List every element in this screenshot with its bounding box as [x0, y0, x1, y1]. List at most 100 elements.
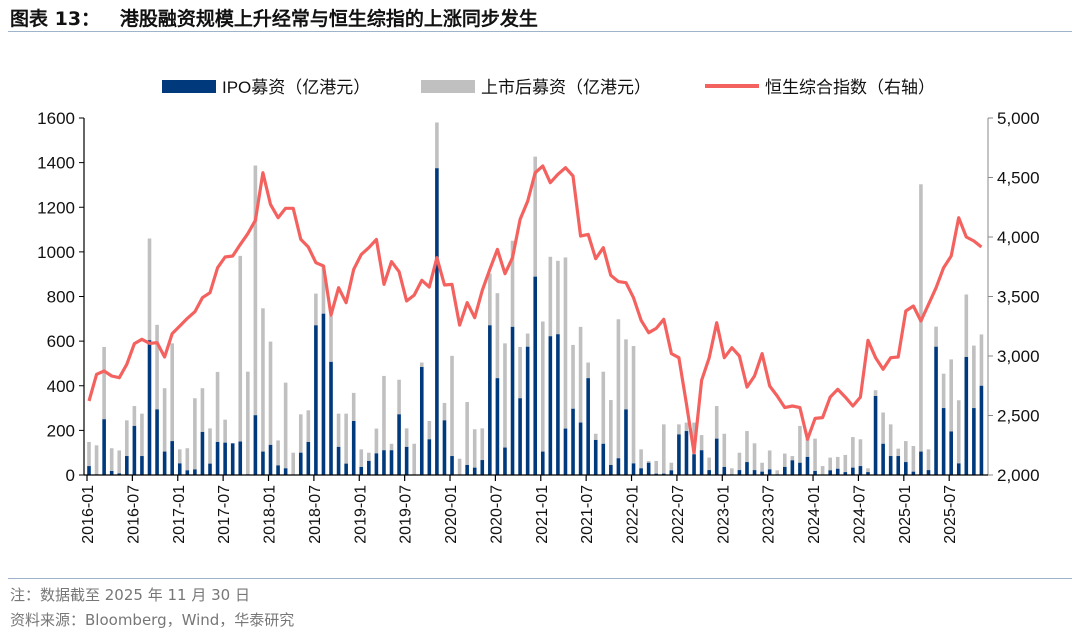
x-tick-label: 2016-01 — [80, 485, 97, 544]
right-tick-label: 5,000 — [997, 109, 1040, 128]
bar-post-listing — [533, 156, 538, 277]
bar-ipo — [488, 325, 492, 475]
bar-post-listing — [661, 424, 666, 474]
bar-post-listing — [646, 460, 651, 463]
bar-post-listing — [790, 456, 795, 461]
bar-ipo — [185, 470, 190, 475]
bar-ipo — [828, 470, 832, 475]
left-tick-label: 200 — [47, 421, 75, 440]
bar-post-listing — [949, 359, 953, 432]
bar-ipo — [87, 466, 91, 475]
bar-ipo — [949, 431, 953, 475]
bar-ipo — [851, 467, 855, 475]
legend-label: IPO募资（亿港元） — [222, 78, 370, 97]
bar-ipo — [367, 460, 371, 475]
bar-ipo — [495, 378, 500, 475]
bar-post-listing — [631, 346, 636, 464]
bar-ipo — [548, 336, 553, 475]
bar-post-listing — [268, 341, 273, 445]
legend-label: 恒生综合指数（右轴） — [765, 78, 935, 97]
bar-post-listing — [964, 294, 969, 357]
bar-ipo — [200, 431, 205, 475]
bar-ipo — [465, 464, 469, 475]
bar-post-listing — [480, 428, 485, 461]
bar-ipo — [843, 472, 848, 475]
bar-ipo — [964, 356, 969, 475]
left-tick-label: 1000 — [37, 243, 75, 262]
bar-ipo — [737, 470, 742, 475]
bar-ipo — [956, 463, 961, 475]
bar-post-listing — [472, 429, 477, 468]
bar-post-listing — [200, 388, 205, 432]
bar-ipo — [215, 441, 220, 475]
bar-ipo — [261, 451, 265, 475]
bar-post-listing — [609, 400, 613, 465]
bar-ipo — [329, 361, 333, 475]
bar-ipo — [578, 422, 583, 475]
bar-ipo — [926, 470, 931, 475]
bar-post-listing — [888, 424, 893, 457]
bar-ipo — [525, 346, 530, 475]
right-tick-label: 3,500 — [997, 288, 1040, 307]
bar-ipo — [253, 415, 258, 475]
bar-post-listing — [654, 460, 659, 474]
bar-post-listing — [571, 344, 575, 409]
bar-post-listing — [465, 402, 469, 465]
bar-ipo — [707, 470, 711, 475]
right-tick-label: 2,000 — [997, 466, 1040, 485]
bar-ipo — [374, 453, 379, 475]
bar-post-listing — [934, 326, 938, 347]
bar-post-listing — [835, 456, 840, 469]
bar-ipo — [193, 469, 197, 475]
bar-post-listing — [563, 257, 568, 429]
x-tick-label: 2022-07 — [670, 485, 687, 544]
bar-post-listing — [904, 441, 908, 463]
bar-ipo — [609, 464, 613, 475]
bar-ipo — [835, 468, 840, 475]
bar-post-listing — [412, 443, 417, 475]
bar-ipo — [238, 441, 243, 475]
bar-post-listing — [495, 293, 500, 379]
x-tick-label: 2025-01 — [897, 485, 914, 544]
right-tick-label: 2,500 — [997, 407, 1040, 426]
bar-ipo — [699, 450, 704, 475]
bar-post-listing — [238, 255, 243, 442]
bar-ipo — [276, 465, 280, 475]
bar-post-listing — [87, 441, 91, 467]
bar-ipo — [722, 466, 727, 475]
bar-post-listing — [737, 452, 742, 471]
bar-post-listing — [261, 308, 265, 452]
bar-ipo — [760, 471, 764, 475]
bar-ipo — [654, 473, 659, 475]
footer-divider — [8, 578, 1072, 579]
bar-ipo — [177, 463, 182, 475]
bar-ipo — [109, 470, 114, 475]
bar-ipo — [798, 462, 802, 475]
bar-ipo — [896, 456, 901, 475]
bar-ipo — [419, 367, 424, 475]
bar-ipo — [306, 441, 311, 475]
bar-post-listing — [752, 443, 757, 471]
bar-post-listing — [291, 452, 296, 475]
bar-ipo — [813, 470, 817, 475]
bar-ipo — [669, 470, 674, 475]
x-tick-label: 2023-01 — [715, 485, 732, 544]
legend-label: 上市后募资（亿港元） — [481, 78, 651, 97]
bar-post-listing — [457, 458, 462, 475]
bar-post-listing — [117, 450, 122, 474]
bar-post-listing — [102, 346, 106, 420]
bars — [87, 122, 984, 475]
bar-post-listing — [314, 293, 318, 326]
x-tick-label: 2021-01 — [534, 485, 551, 544]
bar-post-listing — [896, 448, 901, 457]
bar-ipo — [646, 462, 651, 475]
x-tick-label: 2018-01 — [262, 485, 279, 544]
bar-post-listing — [488, 273, 492, 326]
bar-post-listing — [298, 414, 303, 453]
x-tick-label: 2018-07 — [307, 485, 324, 544]
bar-ipo — [972, 408, 976, 475]
bar-ipo — [268, 444, 273, 475]
x-tick-label: 2021-07 — [579, 485, 596, 544]
bar-post-listing — [518, 346, 522, 399]
bar-post-listing — [926, 449, 931, 471]
